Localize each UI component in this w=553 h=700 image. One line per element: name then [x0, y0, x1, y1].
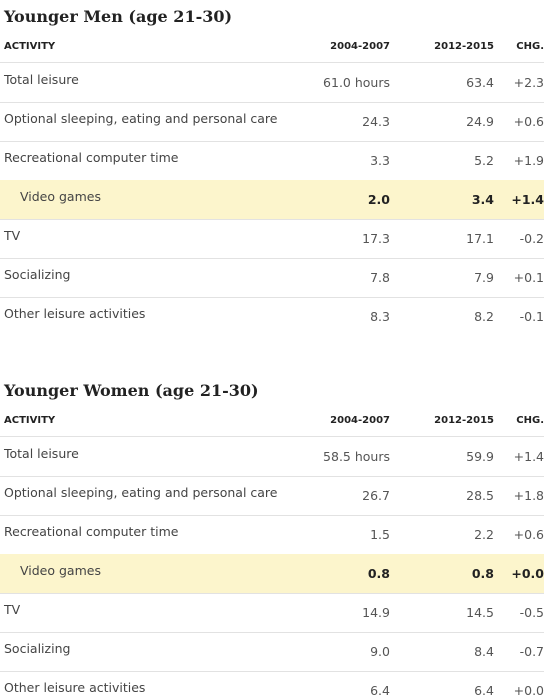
row-rule [0, 102, 544, 103]
value-cell: 3.4 [471, 192, 494, 207]
value-cell: 26.7 [362, 488, 390, 503]
activity-label: Recreational computer time [4, 150, 179, 165]
value-cell: 1.5 [370, 527, 390, 542]
value-cell: 61.0 hours [323, 75, 390, 90]
value-cell: +0.6 [513, 114, 544, 129]
value-cell: -0.7 [519, 644, 544, 659]
value-cell: 17.1 [466, 231, 494, 246]
value-cell: -0.5 [519, 605, 544, 620]
value-cell: 63.4 [466, 75, 494, 90]
header-rule [0, 436, 544, 437]
value-cell: 24.3 [362, 114, 390, 129]
value-cell: +0.6 [513, 527, 544, 542]
column-header: 2004-2007 [330, 415, 390, 426]
value-cell: +1.8 [513, 488, 544, 503]
activity-label: Other leisure activities [4, 680, 146, 695]
value-cell: 58.5 hours [323, 449, 390, 464]
row-rule [0, 515, 544, 516]
activity-label: Video games [20, 563, 101, 578]
value-cell: 14.5 [466, 605, 494, 620]
activity-label: Socializing [4, 641, 71, 656]
header-rule [0, 62, 544, 63]
table-title: Younger Women (age 21-30) [4, 381, 259, 400]
activity-label: Recreational computer time [4, 524, 179, 539]
activity-label: Total leisure [4, 72, 79, 87]
value-cell: 5.2 [474, 153, 494, 168]
activity-label: TV [4, 228, 21, 243]
value-cell: 14.9 [362, 605, 390, 620]
value-cell: 17.3 [362, 231, 390, 246]
value-cell: 24.9 [466, 114, 494, 129]
column-header: CHG. [516, 415, 544, 426]
row-rule [0, 593, 544, 594]
row-rule [0, 671, 544, 672]
row-rule [0, 141, 544, 142]
value-cell: +2.3 [513, 75, 544, 90]
column-header: ACTIVITY [4, 415, 56, 426]
row-rule [0, 219, 544, 220]
column-header: 2012-2015 [434, 415, 494, 426]
table-title: Younger Men (age 21-30) [4, 7, 233, 26]
activity-label: Other leisure activities [4, 306, 146, 321]
value-cell: 2.2 [474, 527, 494, 542]
value-cell: 7.9 [474, 270, 494, 285]
activity-label: Optional sleeping, eating and personal c… [4, 485, 278, 500]
column-header: 2004-2007 [330, 41, 390, 52]
value-cell: +1.4 [511, 192, 544, 207]
value-cell: 2.0 [367, 192, 390, 207]
value-cell: +0.0 [513, 683, 544, 698]
value-cell: 8.3 [370, 309, 390, 324]
value-cell: +1.9 [513, 153, 544, 168]
value-cell: -0.1 [519, 309, 544, 324]
value-cell: 6.4 [474, 683, 494, 698]
row-rule [0, 476, 544, 477]
row-rule [0, 632, 544, 633]
value-cell: +0.0 [511, 566, 544, 581]
value-cell: 59.9 [466, 449, 494, 464]
value-cell: 0.8 [471, 566, 494, 581]
value-cell: 6.4 [370, 683, 390, 698]
value-cell: 3.3 [370, 153, 390, 168]
value-cell: +1.4 [513, 449, 544, 464]
activity-label: Video games [20, 189, 101, 204]
value-cell: -0.2 [519, 231, 544, 246]
value-cell: 28.5 [466, 488, 494, 503]
activity-label: Socializing [4, 267, 71, 282]
activity-label: Total leisure [4, 446, 79, 461]
highlight-row [0, 180, 544, 219]
value-cell: +0.1 [513, 270, 544, 285]
column-header: 2012-2015 [434, 41, 494, 52]
value-cell: 0.8 [367, 566, 390, 581]
column-header: ACTIVITY [4, 41, 56, 52]
value-cell: 9.0 [370, 644, 390, 659]
row-rule [0, 297, 544, 298]
row-rule [0, 258, 544, 259]
value-cell: 8.2 [474, 309, 494, 324]
value-cell: 7.8 [370, 270, 390, 285]
activity-label: TV [4, 602, 21, 617]
column-header: CHG. [516, 41, 544, 52]
activity-label: Optional sleeping, eating and personal c… [4, 111, 278, 126]
highlight-row [0, 554, 544, 593]
value-cell: 8.4 [474, 644, 494, 659]
